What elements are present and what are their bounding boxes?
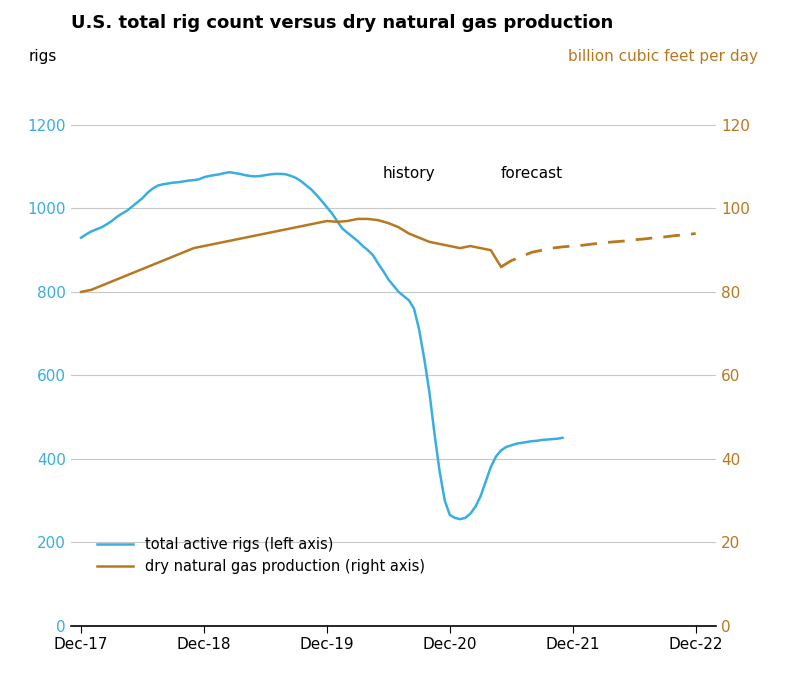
Text: forecast: forecast [501, 165, 563, 181]
Text: rigs: rigs [29, 49, 57, 65]
Text: history: history [382, 165, 435, 181]
Text: billion cubic feet per day: billion cubic feet per day [568, 49, 758, 65]
Legend: total active rigs (left axis), dry natural gas production (right axis): total active rigs (left axis), dry natur… [91, 531, 430, 580]
Text: U.S. total rig count versus dry natural gas production: U.S. total rig count versus dry natural … [71, 14, 613, 32]
